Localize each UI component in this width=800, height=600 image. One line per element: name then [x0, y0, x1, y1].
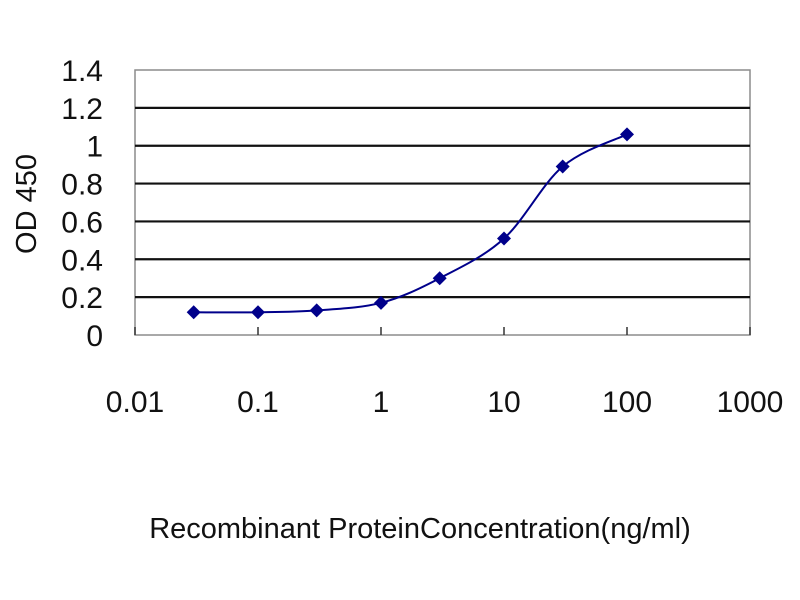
data-point-marker	[251, 305, 265, 320]
data-point-marker	[620, 127, 634, 142]
y-tick-label: 0.2	[61, 282, 103, 315]
plot-border	[134, 69, 751, 336]
x-tick-label: 10	[487, 386, 520, 419]
y-tick-label: 1.2	[61, 93, 103, 126]
x-axis-title: Recombinant ProteinConcentration(ng/ml)	[149, 513, 691, 545]
y-tick-label: 1	[86, 131, 103, 164]
y-tick-label: 0	[86, 320, 103, 353]
data-point-marker	[374, 295, 388, 310]
x-tick-label: 1000	[717, 386, 784, 419]
y-axis-title: OD 450	[11, 154, 43, 254]
data-point-marker	[309, 303, 324, 318]
plot-area	[134, 69, 751, 336]
data-point-marker	[555, 159, 570, 174]
y-tick-label: 1.4	[61, 55, 103, 88]
y-axis-ticks: 0 0.2 0.4 0.6 0.8 1 1.2 1.4	[61, 55, 103, 353]
y-tick-label: 0.6	[61, 206, 103, 239]
data-point-marker	[432, 271, 447, 286]
series-layer	[186, 127, 634, 320]
data-point-marker	[186, 305, 201, 320]
y-tick-label: 0.4	[61, 244, 103, 277]
x-tick-label: 0.01	[106, 386, 164, 419]
x-tick-label: 0.1	[237, 386, 279, 419]
x-tick-label: 1	[373, 386, 390, 419]
y-tick-label: 0.8	[61, 169, 103, 202]
x-tick-label: 100	[602, 386, 652, 419]
x-axis-ticks: 0.01 0.1 1 10 100 1000	[106, 327, 784, 419]
data-point-marker	[497, 231, 511, 246]
